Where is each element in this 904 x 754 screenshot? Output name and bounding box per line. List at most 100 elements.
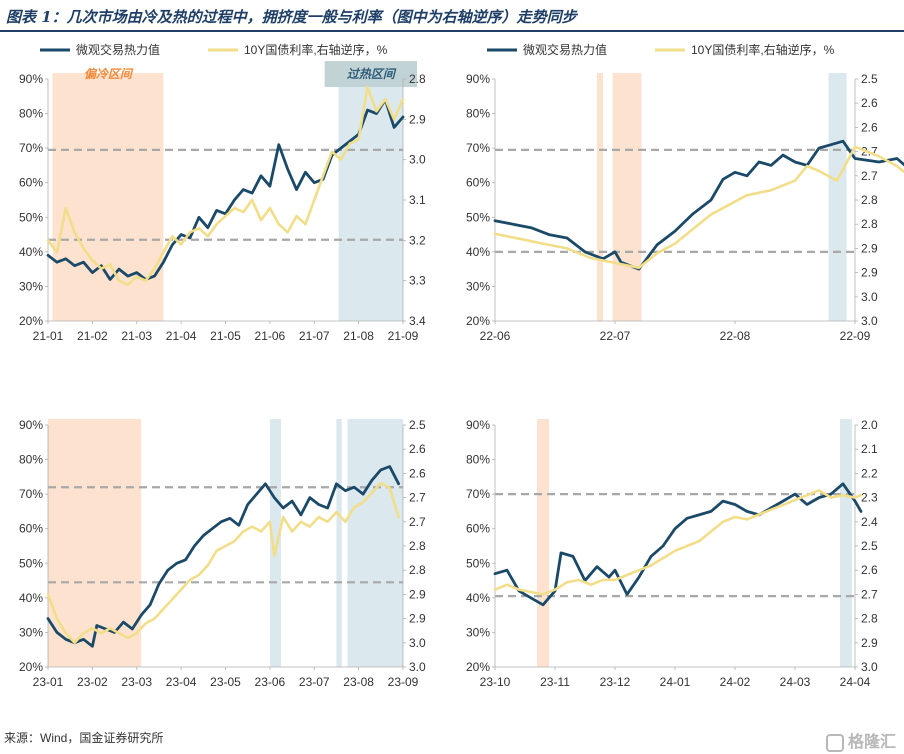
left-tick-label: 20% [466,314,490,328]
left-tick-label: 70% [19,141,43,155]
left-tick-label: 70% [466,141,490,155]
right-tick-label: 2.7 [409,515,426,529]
left-tick-label: 50% [466,210,490,224]
title-rule [0,30,904,32]
chart-panel-2023-q4: 20% 30% 40% 50% 60% 70% 80% 90% 2.0 2.1 2.2 2.3 2.4 2… [452,380,904,722]
right-tick-label: 2.6 [409,466,426,480]
right-tick-label: 2.8 [861,612,878,626]
series-line-crowding [493,139,904,271]
x-tick-label: 21-01 [33,329,64,343]
left-tick-label: 30% [466,625,490,639]
region-hot-1 [840,419,852,667]
left-tick-label: 80% [466,453,490,467]
left-tick-label: 80% [19,107,43,121]
left-tick-label: 70% [466,487,490,501]
x-tick-label: 23-05 [210,675,241,689]
left-tick-label: 20% [19,314,43,328]
legend-label-crowding: 微观交易热力值 [76,42,160,57]
x-tick-label: 21-06 [255,329,286,343]
right-tick-label: 3.0 [409,636,426,650]
x-tick-label: 23-08 [343,675,374,689]
legend-label-crowding: 微观交易热力值 [523,42,607,57]
right-tick-label: 2.8 [861,217,878,231]
right-tick-label: 2.8 [409,72,426,86]
x-tick-label: 22-09 [840,329,871,343]
right-tick-label: 2.6 [861,563,878,577]
left-tick-label: 20% [466,660,490,674]
region-hot-2 [828,73,847,321]
right-tick-label: 3.1 [409,193,426,207]
left-tick-label: 50% [466,556,490,570]
x-tick-label: 23-10 [480,675,511,689]
right-tick-label: 2.7 [861,169,878,183]
right-tick-label: 2.5 [861,72,878,86]
right-tick-label: 2.6 [861,120,878,134]
watermark-icon [825,733,844,752]
region-cold-0 [597,73,603,321]
right-tick-label: 2.6 [861,96,878,110]
right-tick-label: 3.0 [861,290,878,304]
right-tick-label: 3.3 [409,274,426,288]
series-line-yield [46,481,400,645]
right-tick-label: 2.0 [861,418,878,432]
region-hot-1 [269,419,281,667]
left-tick-label: 50% [19,210,43,224]
legend-label-yield: 10Y国债利率,右轴逆序，% [244,42,388,57]
left-tick-label: 80% [466,107,490,121]
right-tick-label: 2.1 [861,442,878,456]
x-tick-label: 24-02 [720,675,751,689]
left-tick-label: 90% [19,418,43,432]
x-tick-label: 21-02 [77,329,108,343]
region-cold-0 [537,419,549,667]
left-tick-label: 40% [19,245,43,259]
figure-title: 图表 1：几次市场由冷及热的过程中，拥挤度一般与利率（图中为右轴逆序）走势同步 [6,8,577,26]
x-tick-label: 22-07 [600,329,631,343]
x-tick-label: 23-04 [166,675,197,689]
left-tick-label: 60% [19,176,43,190]
chart-svg: 20% 30% 40% 50% 60% 70% 80% 90% 2.5 2.6 2.6 2.7 2.7 2… [19,418,426,689]
right-tick-label: 3.0 [861,660,878,674]
left-tick-label: 80% [19,453,43,467]
source-note: 来源：Wind，国金证券研究所 [4,731,164,745]
right-tick-label: 2.9 [861,636,878,650]
chart-panel-2023-h1: 20% 30% 40% 50% 60% 70% 80% 90% 2.5 2.6 2.6 2.7 2.7 2… [0,380,450,722]
right-tick-label: 2.2 [861,466,878,480]
x-tick-label: 21-07 [299,329,330,343]
region-label-hot: 过热区间 [347,67,397,81]
region-hot-3 [347,419,403,667]
right-tick-label: 2.9 [861,241,878,255]
right-tick-label: 2.7 [409,491,426,505]
left-tick-label: 90% [19,72,43,86]
left-tick-label: 60% [466,176,490,190]
x-tick-label: 22-06 [480,329,511,343]
chart-panel-2021: 偏冷区间 过热区间 20% 30% 40% 50% 60% 70% 80% 90% 2.8 2.9 3.… [0,34,450,376]
right-tick-label: 2.9 [409,112,426,126]
right-tick-label: 2.8 [409,563,426,577]
right-tick-label: 2.9 [409,612,426,626]
x-tick-label: 21-03 [121,329,152,343]
x-tick-label: 22-08 [720,329,751,343]
right-tick-label: 3.0 [409,660,426,674]
left-tick-label: 60% [466,522,490,536]
left-tick-label: 90% [466,418,490,432]
left-tick-label: 40% [466,245,490,259]
x-tick-label: 24-01 [660,675,691,689]
watermark-logo: 格隆汇 [825,728,896,752]
right-tick-label: 2.9 [861,266,878,280]
x-tick-label: 23-01 [33,675,64,689]
x-tick-label: 23-07 [299,675,330,689]
series-line-yield [46,85,405,286]
x-tick-label: 23-03 [121,675,152,689]
right-tick-label: 3.0 [861,314,878,328]
left-tick-label: 40% [19,591,43,605]
x-tick-label: 23-12 [600,675,631,689]
right-tick-label: 3.4 [409,314,426,328]
right-tick-label: 2.5 [409,418,426,432]
left-tick-label: 50% [19,556,43,570]
x-tick-label: 21-09 [388,329,419,343]
series-line-yield [493,489,863,596]
left-tick-label: 20% [19,660,43,674]
right-tick-label: 2.3 [861,491,878,505]
region-label-cold: 偏冷区间 [84,67,134,81]
x-tick-label: 21-04 [166,329,197,343]
